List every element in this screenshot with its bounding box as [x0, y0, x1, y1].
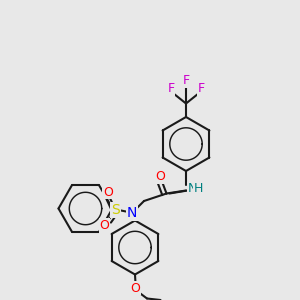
- Text: O: O: [130, 281, 140, 295]
- Text: O: O: [103, 185, 113, 199]
- Text: N: N: [127, 206, 137, 220]
- Text: F: F: [182, 74, 190, 88]
- Text: F: F: [197, 82, 205, 95]
- Text: N: N: [187, 182, 197, 196]
- Text: O: O: [156, 170, 165, 184]
- Text: S: S: [111, 203, 120, 217]
- Text: O: O: [100, 219, 109, 232]
- Text: F: F: [167, 82, 175, 95]
- Text: H: H: [193, 182, 203, 196]
